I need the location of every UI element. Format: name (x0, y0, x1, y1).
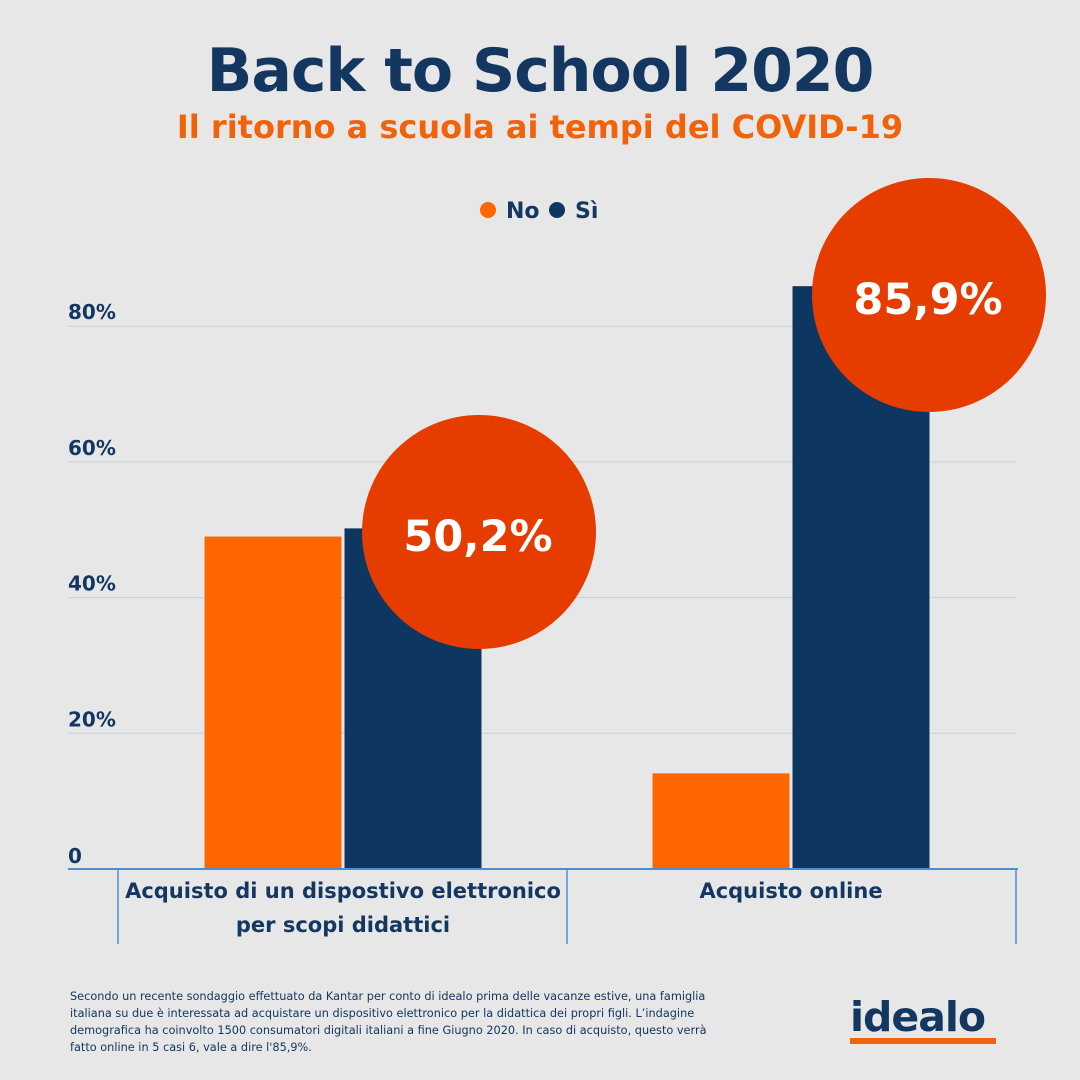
y-tick-label: 80% (68, 300, 116, 324)
idealo-logo[interactable]: idealo (850, 994, 1000, 1048)
y-tick-label: 0 (68, 844, 82, 868)
legend-marker-si (549, 202, 565, 218)
category-label: Acquisto online (699, 879, 882, 903)
y-tick-label: 20% (68, 707, 116, 731)
highlight-circle (362, 415, 596, 649)
bar-chart: No Sì 0 20% 40% 60% 80% Acquisto di un disposti… (68, 178, 1046, 944)
page-subtitle: Il ritorno a scuola ai tempi del COVID-1… (176, 108, 904, 146)
footnote: Secondo un recente sondaggio effettuato … (70, 990, 707, 1054)
legend-label-si: Sì (575, 199, 598, 224)
highlight-value: 50,2% (403, 512, 552, 562)
page-title: Back to School 2020 (206, 36, 875, 106)
legend-marker-no (480, 202, 496, 218)
bar-no (204, 536, 342, 869)
category-label: Acquisto di un dispostivo elettronico (125, 879, 561, 903)
logo-underline (850, 1038, 996, 1044)
bar-no (652, 773, 790, 869)
legend-label-no: No (506, 199, 540, 224)
y-tick-label: 40% (68, 572, 116, 596)
y-tick-label: 60% (68, 436, 116, 460)
category-label: per scopi didattici (236, 913, 450, 937)
logo-text: idealo (850, 993, 986, 1041)
highlight-circle (812, 178, 1046, 412)
highlight-value: 85,9% (853, 275, 1002, 325)
